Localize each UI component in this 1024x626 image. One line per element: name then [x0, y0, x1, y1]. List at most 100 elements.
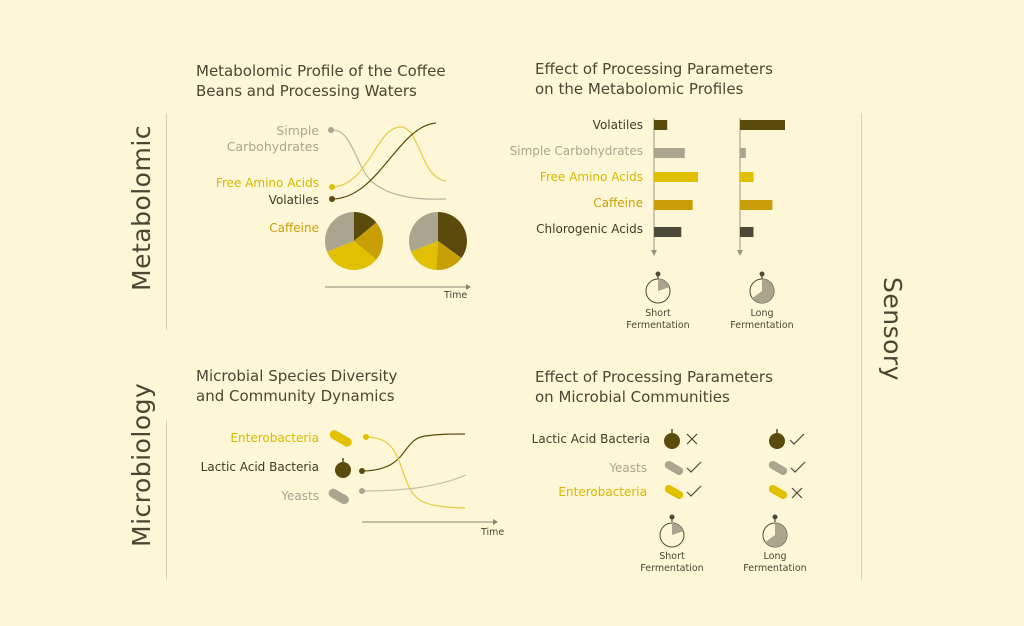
enterobacteria-dot [363, 434, 369, 440]
volatiles-curve [331, 122, 437, 200]
long-fermentation-label-top: Long Fermentation [722, 308, 802, 332]
microbe-row-label-yeasts: Yeasts [609, 461, 647, 475]
short-fermentation-timer-top [645, 271, 671, 304]
short-label-line1-top: Short [645, 308, 671, 319]
cross-icon-entero-long [791, 487, 803, 499]
short-fermentation-label-bottom: Short Fermentation [632, 551, 712, 575]
bar-short-simple-carbohydrates [654, 148, 685, 158]
microbial-diversity-title-line2: and Community Dynamics [196, 387, 395, 405]
left-divider-top [166, 113, 167, 330]
simple-label-line1: Simple [276, 123, 319, 138]
check-icon-yeast-long [790, 461, 806, 473]
bar-label-caffeine: Caffeine [593, 196, 643, 210]
yeasts-label: Yeasts [281, 489, 319, 503]
short-fermentation-timer-bottom [659, 514, 685, 548]
short-fermentation-label-top: Short Fermentation [618, 308, 698, 332]
pie-slice-caffeine [354, 222, 383, 260]
time-axis-label-1: Time [444, 290, 468, 301]
pie-chart-before [324, 212, 383, 270]
check-icon-yeast-short [686, 461, 702, 473]
volatiles-dot [329, 196, 335, 202]
simple-label-line2: Carbohydrates [226, 139, 319, 154]
processing-microbial-title: Effect of Processing Parameters on Micro… [535, 367, 773, 407]
metabolomic-profile-title: Metabolomic Profile of the Coffee Beans … [196, 61, 446, 101]
free-amino-acids-label: Free Amino Acids [215, 176, 319, 190]
yeast-icon-long [768, 461, 788, 475]
bar-short-free-amino-acids [654, 172, 698, 182]
lactic-acid-bacteria-label: Lactic Acid Bacteria [200, 460, 319, 474]
long-fermentation-label-bottom: Long Fermentation [735, 551, 815, 575]
check-icon-lab-long [789, 433, 805, 445]
time-axis-arrow-1 [466, 284, 471, 290]
short-label-line2-bottom: Fermentation [640, 563, 704, 574]
lactic-acid-bacteria-icon [335, 458, 351, 478]
microbial-diversity-title-line1: Microbial Species Diversity [196, 367, 398, 385]
caffeine-label: Caffeine [269, 221, 319, 235]
bar-label-free-amino-acids: Free Amino Acids [539, 170, 643, 184]
bar-label-simple-carbohydrates: Simple Carbohydrates [509, 144, 643, 158]
yeasts-curve [361, 474, 467, 492]
bar-label-chlorogenic-acids: Chlorogenic Acids [536, 222, 643, 236]
lactic-acid-bacteria-curve [361, 433, 466, 472]
free-amino-acids-dot [329, 184, 335, 190]
entero-icon-short [664, 485, 684, 499]
time-axis-label-2: Time [481, 527, 505, 538]
yeast-rod-icon [328, 488, 349, 505]
left-divider-bottom [166, 420, 167, 580]
bar-long-free-amino-acids [740, 172, 754, 182]
time-axis-arrow-2 [493, 519, 498, 525]
processing-metabolomic-title-line1: Effect of Processing Parameters [535, 60, 773, 78]
lactic-acid-bacteria-dot [359, 468, 365, 474]
bar-label-volatiles: Volatiles [592, 118, 643, 132]
check-icon-entero-short [686, 485, 702, 497]
long-fermentation-timer-bottom [762, 514, 788, 548]
pie-chart-after [408, 212, 468, 270]
processing-metabolomic-title: Effect of Processing Parameters on the M… [535, 59, 773, 99]
long-label-line1-top: Long [750, 308, 774, 319]
long-bars-axis-arrow [737, 250, 743, 256]
processing-microbial-title-line1: Effect of Processing Parameters [535, 368, 773, 386]
bar-long-caffeine [740, 200, 773, 210]
pie-slice-simple [324, 212, 354, 252]
bar-short-caffeine [654, 200, 693, 210]
bar-short-volatiles [654, 120, 668, 130]
enterobacteria-rod-icon [329, 430, 352, 447]
processing-microbial-title-line2: on Microbial Communities [535, 388, 730, 406]
pie-slice-amino [411, 241, 438, 270]
simple-carbohydrates-dot [328, 127, 334, 133]
pie-slice-caffeine [436, 241, 462, 270]
metabolomic-profile-title-line1: Metabolomic Profile of the Coffee [196, 62, 446, 80]
long-label-line1-bottom: Long [763, 551, 787, 562]
yeasts-dot [359, 488, 365, 494]
enterobacteria-label: Enterobacteria [230, 431, 319, 445]
right-divider [861, 113, 862, 580]
long-fermentation-timer-top [749, 271, 775, 304]
bar-long-volatiles [740, 120, 785, 130]
lab-icon-short [664, 429, 680, 449]
short-bars-axis-arrow [651, 250, 657, 256]
bar-short-chlorogenic-acids [654, 227, 682, 237]
free-amino-acids-curve [331, 126, 447, 188]
pie-slice-simple [408, 212, 438, 252]
bar-long-chlorogenic-acids [740, 227, 754, 237]
yeast-icon-short [664, 461, 684, 475]
pie-slice-volatiles [354, 212, 377, 241]
metabolomic-profile-title-line2: Beans and Processing Waters [196, 82, 417, 100]
processing-metabolomic-title-line2: on the Metabolomic Profiles [535, 80, 744, 98]
long-label-line2-bottom: Fermentation [743, 563, 807, 574]
entero-icon-long [768, 485, 788, 499]
microbial-diversity-title: Microbial Species Diversity and Communit… [196, 366, 397, 406]
short-label-line2-top: Fermentation [626, 320, 690, 331]
simple-carbohydrates-curve [330, 129, 447, 200]
pie-slice-amino [327, 241, 377, 270]
short-label-line1-bottom: Short [659, 551, 685, 562]
processing-bars [654, 120, 785, 237]
enterobacteria-curve [365, 436, 466, 509]
pie-slice-volatiles [438, 212, 468, 259]
simple-carbohydrates-label: Simple Carbohydrates [196, 123, 319, 155]
microbe-row-label-lab: Lactic Acid Bacteria [531, 432, 650, 446]
long-label-line2-top: Fermentation [730, 320, 794, 331]
volatiles-label: Volatiles [268, 193, 319, 207]
lab-icon-long [769, 429, 785, 449]
